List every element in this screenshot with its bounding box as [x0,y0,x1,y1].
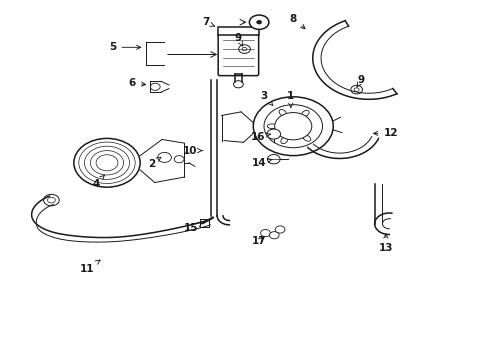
Text: 8: 8 [289,14,305,29]
Circle shape [275,226,285,233]
Circle shape [256,21,261,24]
Ellipse shape [279,109,286,116]
Text: 2: 2 [148,157,161,169]
Circle shape [274,113,311,140]
Circle shape [264,105,322,148]
Circle shape [242,47,246,51]
Text: 3: 3 [260,91,272,105]
Circle shape [150,83,160,90]
Text: 4: 4 [92,175,104,189]
Text: 12: 12 [373,129,397,138]
Text: 5: 5 [109,42,141,52]
Text: 7: 7 [202,17,214,27]
Circle shape [269,231,279,239]
Text: 15: 15 [183,223,202,233]
Text: 1: 1 [286,91,294,107]
Circle shape [253,97,332,156]
Ellipse shape [302,135,310,141]
Bar [217,27,259,35]
Circle shape [47,197,55,203]
Text: 14: 14 [251,158,271,168]
Ellipse shape [267,124,277,129]
Circle shape [266,129,280,139]
Text: 16: 16 [250,132,270,142]
Ellipse shape [280,137,287,144]
Circle shape [233,81,243,88]
Text: 6: 6 [128,78,145,88]
Circle shape [353,88,358,91]
Circle shape [350,85,362,94]
Circle shape [249,15,268,30]
Text: 13: 13 [378,234,392,253]
Text: 17: 17 [251,236,266,246]
Text: 9: 9 [234,33,243,46]
Circle shape [260,229,270,237]
Circle shape [174,156,183,163]
Text: 11: 11 [80,260,100,274]
FancyBboxPatch shape [218,33,258,76]
Text: 9: 9 [356,75,365,87]
Circle shape [158,152,171,162]
Text: 10: 10 [182,145,203,156]
Circle shape [43,194,59,206]
Ellipse shape [301,110,308,117]
Circle shape [267,154,280,164]
Circle shape [238,45,250,53]
Circle shape [74,138,140,187]
